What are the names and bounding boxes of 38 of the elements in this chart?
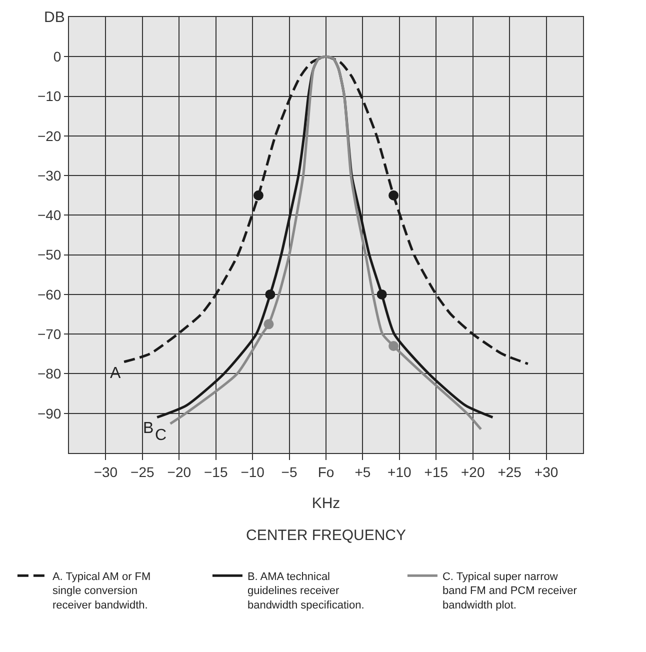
line-series xyxy=(122,55,530,366)
point xyxy=(388,340,399,351)
y-axis-title: DB xyxy=(44,9,65,26)
x-tick-label: −10 xyxy=(240,464,265,480)
y-tick-label: −60 xyxy=(37,286,62,302)
y-tick-label: 0 xyxy=(53,48,62,65)
y-tick-label: −80 xyxy=(37,366,62,382)
y-tick-label: −40 xyxy=(37,207,62,224)
y-tick-label: −50 xyxy=(37,246,62,263)
x-tick-label: +5 xyxy=(354,464,371,480)
y-tick-label: −90 xyxy=(37,405,62,422)
x-tick-label: −30 xyxy=(94,464,118,480)
point xyxy=(388,190,399,200)
x-tick-label: +30 xyxy=(534,464,558,480)
x-axis-title: KHz xyxy=(312,494,340,512)
legend-label: A. Typical AM or FM single conversion receiver bandwidth. xyxy=(52,570,151,612)
x-tick-label: −25 xyxy=(130,464,155,480)
point xyxy=(264,319,274,330)
y-tick-label: −70 xyxy=(37,326,62,342)
x-tick-label: +15 xyxy=(424,464,448,480)
legend-label: C. Typical super narrow band FM and PCM receiver bandwidth plot. xyxy=(442,570,578,612)
point xyxy=(253,190,264,200)
x-tick-label: +20 xyxy=(460,464,485,480)
annotation: C xyxy=(155,427,167,444)
point xyxy=(376,289,387,300)
x-tick-label: −15 xyxy=(204,464,228,480)
x-tick-label: +10 xyxy=(388,464,412,480)
y-tick-label: −30 xyxy=(37,167,62,184)
annotation: B xyxy=(143,420,154,437)
text: CENTER FREQUENCY xyxy=(246,527,406,544)
x-tick-label: −20 xyxy=(167,464,192,480)
point xyxy=(265,289,276,300)
x-tick-label: +25 xyxy=(498,464,522,480)
x-tick-label: −5 xyxy=(281,464,298,480)
y-tick-label: −10 xyxy=(37,88,62,104)
legend-label: B. AMA technical guidelines receiver bandwidth specification. xyxy=(247,570,364,612)
y-tick-label: −20 xyxy=(37,128,62,144)
x-tick-label: Fo xyxy=(318,464,334,480)
